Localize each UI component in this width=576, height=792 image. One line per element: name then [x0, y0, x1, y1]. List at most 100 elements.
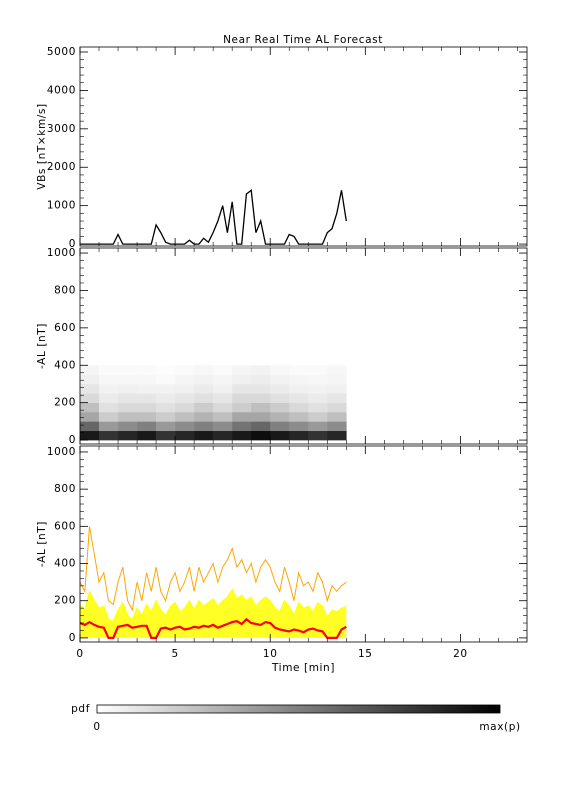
series-line: [79, 526, 347, 612]
heat-cell: [118, 421, 138, 432]
heat-cell: [156, 430, 176, 441]
heat-cell: [80, 402, 100, 413]
heat-cell: [156, 393, 176, 403]
heat-cell: [289, 402, 309, 413]
heat-cell: [118, 365, 138, 375]
heat-cell: [99, 412, 119, 422]
y-tick-label: 400: [54, 558, 76, 570]
plot-frame: [79, 247, 528, 445]
y-tick-label: 600: [54, 520, 76, 532]
heat-cell: [289, 365, 309, 375]
heat-cell: [270, 421, 290, 432]
heat-cell: [137, 365, 157, 375]
heat-cell: [175, 365, 195, 375]
y-tick-label: 800: [54, 483, 76, 495]
y-tick-label: 0: [69, 632, 76, 644]
heat-cell: [137, 412, 157, 422]
series-line: [80, 189, 347, 245]
y-axis-label: -AL [nT]: [36, 521, 48, 567]
heat-cell: [327, 430, 347, 441]
heat-cell: [289, 430, 309, 441]
y-axis-label: VBs [nT×km/s]: [36, 103, 48, 189]
y-tick-label: 3000: [47, 123, 76, 135]
heat-cell: [251, 374, 271, 385]
y-tick-label: 400: [54, 359, 76, 371]
y-tick-label: 200: [54, 595, 76, 607]
heat-cell: [175, 430, 195, 441]
heat-cell: [80, 412, 100, 422]
heat-cell: [137, 421, 157, 432]
heat-cell: [99, 383, 119, 394]
heat-cell: [194, 412, 214, 422]
heat-cell: [118, 430, 138, 441]
heat-cell: [270, 430, 290, 441]
heat-cell: [289, 383, 309, 394]
heat-cell: [251, 421, 271, 432]
heat-cell: [175, 383, 195, 394]
heat-cell: [232, 365, 252, 375]
y-tick-label: 5000: [47, 46, 76, 58]
colorbar-max-label: max(p): [479, 721, 520, 733]
heat-cell: [251, 412, 271, 422]
heat-cell: [308, 365, 328, 375]
heat-cell: [308, 383, 328, 394]
heat-cell: [175, 412, 195, 422]
y-tick-label: 0: [69, 434, 76, 446]
heat-cell: [137, 374, 157, 385]
heat-cell: [327, 421, 347, 432]
y-tick-label: 1000: [47, 200, 76, 212]
y-tick-label: 200: [54, 397, 76, 409]
heat-cell: [308, 393, 328, 403]
heat-cell: [232, 402, 252, 413]
heat-cell: [327, 402, 347, 413]
heat-cell: [80, 374, 100, 385]
heat-cell: [80, 430, 100, 441]
heat-cell: [308, 421, 328, 432]
heat-cell: [194, 374, 214, 385]
heat-cell: [213, 430, 233, 441]
y-tick-label: 800: [54, 284, 76, 296]
heat-cell: [213, 402, 233, 413]
heat-cell: [175, 374, 195, 385]
heat-cell: [118, 402, 138, 413]
y-axis-label: -AL [nT]: [36, 323, 48, 369]
heat-cell: [327, 383, 347, 394]
y-tick-label: 600: [54, 322, 76, 334]
heat-cell: [194, 383, 214, 394]
heat-cell: [232, 412, 252, 422]
heat-cell: [118, 412, 138, 422]
x-tick-label: 10: [263, 648, 278, 660]
heat-cell: [251, 402, 271, 413]
heat-cell: [99, 421, 119, 432]
heat-cell: [99, 374, 119, 385]
heat-cell: [270, 383, 290, 394]
heat-cell: [175, 421, 195, 432]
heat-cell: [194, 393, 214, 403]
heat-cell: [194, 402, 214, 413]
colorbar-label: pdf: [71, 703, 90, 715]
x-tick-label: 20: [453, 648, 468, 660]
heat-cell: [232, 421, 252, 432]
heat-cell: [118, 374, 138, 385]
heat-cell: [118, 383, 138, 394]
heat-cell: [327, 374, 347, 385]
heat-cell: [232, 430, 252, 441]
heat-cell: [156, 383, 176, 394]
heat-cell: [251, 365, 271, 375]
heat-cell: [308, 430, 328, 441]
heat-cell: [213, 393, 233, 403]
heat-cell: [175, 402, 195, 413]
panel: [80, 189, 347, 245]
heat-cell: [270, 374, 290, 385]
heat-cell: [213, 421, 233, 432]
heat-cell: [99, 393, 119, 403]
heat-cell: [175, 393, 195, 403]
panel: [80, 365, 347, 441]
heat-cell: [289, 421, 309, 432]
y-tick-label: 2000: [47, 161, 76, 173]
heat-cell: [156, 374, 176, 385]
plot-frame: [79, 46, 528, 247]
y-tick-label: 1000: [47, 247, 76, 259]
heat-cell: [251, 430, 271, 441]
